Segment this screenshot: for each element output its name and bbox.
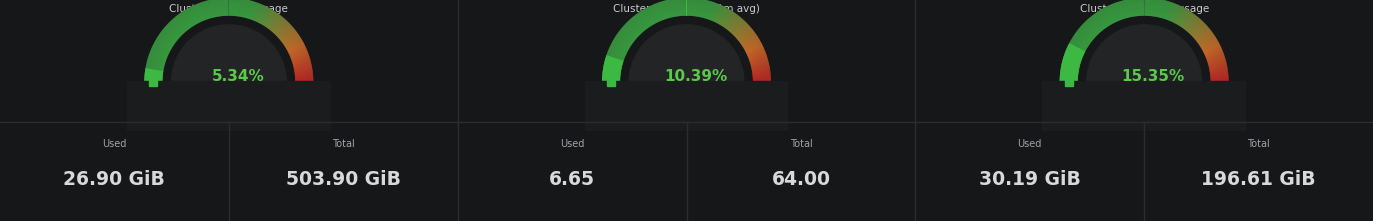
Text: Cluster CPU usage (1m avg): Cluster CPU usage (1m avg) xyxy=(614,4,759,14)
Text: 64.00: 64.00 xyxy=(772,170,831,189)
Text: Total: Total xyxy=(789,139,813,149)
Text: 26.90 GiB: 26.90 GiB xyxy=(63,170,165,189)
Text: 6.65: 6.65 xyxy=(549,170,595,189)
Text: Total: Total xyxy=(332,139,354,149)
Text: 30.19 GiB: 30.19 GiB xyxy=(979,170,1081,189)
Text: Cluster filesystem usage: Cluster filesystem usage xyxy=(1079,4,1208,14)
Text: 503.90 GiB: 503.90 GiB xyxy=(286,170,401,189)
Text: Total: Total xyxy=(1247,139,1270,149)
Text: Used: Used xyxy=(102,139,126,149)
Text: 196.61 GiB: 196.61 GiB xyxy=(1201,170,1315,189)
Text: Used: Used xyxy=(560,139,585,149)
Text: Cluster memory usage: Cluster memory usage xyxy=(169,4,288,14)
Text: Used: Used xyxy=(1017,139,1042,149)
